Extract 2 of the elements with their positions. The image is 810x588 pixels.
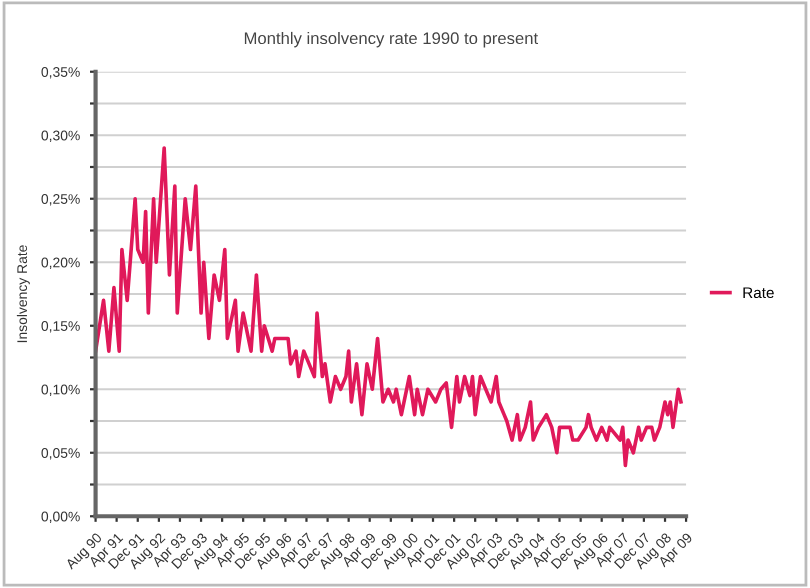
line-series	[95, 146, 683, 468]
chart-title: Monthly insolvency rate 1990 to present	[244, 31, 539, 48]
